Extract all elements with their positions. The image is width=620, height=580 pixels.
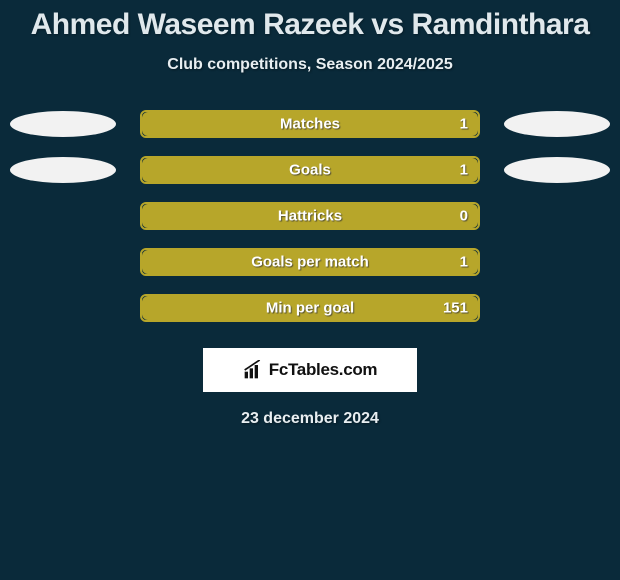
page-subtitle: Club competitions, Season 2024/2025 (0, 56, 620, 74)
date-text: 23 december 2024 (0, 410, 620, 428)
stats-rows: Matches1Goals1Hattricks0Goals per match1… (0, 110, 620, 322)
left-ellipse (10, 111, 116, 137)
stat-value: 151 (443, 300, 468, 317)
bar-chart-icon (243, 360, 263, 380)
comparison-infographic: Ahmed Waseem Razeek vs Ramdinthara Club … (0, 0, 620, 580)
stat-value: 1 (460, 162, 468, 179)
stat-bar: Goals1 (140, 156, 480, 184)
stat-value: 1 (460, 254, 468, 271)
right-ellipse (504, 111, 610, 137)
stat-label: Goals (142, 162, 478, 179)
stat-label: Goals per match (142, 254, 478, 271)
stat-row: Goals per match1 (0, 248, 620, 276)
brand-text: FcTables.com (269, 360, 378, 380)
stat-row: Goals1 (0, 156, 620, 184)
brand-box: FcTables.com (203, 348, 417, 392)
stat-bar: Goals per match1 (140, 248, 480, 276)
stat-row: Matches1 (0, 110, 620, 138)
page-title: Ahmed Waseem Razeek vs Ramdinthara (0, 0, 620, 42)
stat-value: 0 (460, 208, 468, 225)
stat-bar: Matches1 (140, 110, 480, 138)
stat-label: Hattricks (142, 208, 478, 225)
left-ellipse (10, 157, 116, 183)
stat-value: 1 (460, 116, 468, 133)
stat-bar: Hattricks0 (140, 202, 480, 230)
stat-label: Min per goal (142, 300, 478, 317)
stat-label: Matches (142, 116, 478, 133)
stat-row: Min per goal151 (0, 294, 620, 322)
stat-row: Hattricks0 (0, 202, 620, 230)
stat-bar: Min per goal151 (140, 294, 480, 322)
right-ellipse (504, 157, 610, 183)
